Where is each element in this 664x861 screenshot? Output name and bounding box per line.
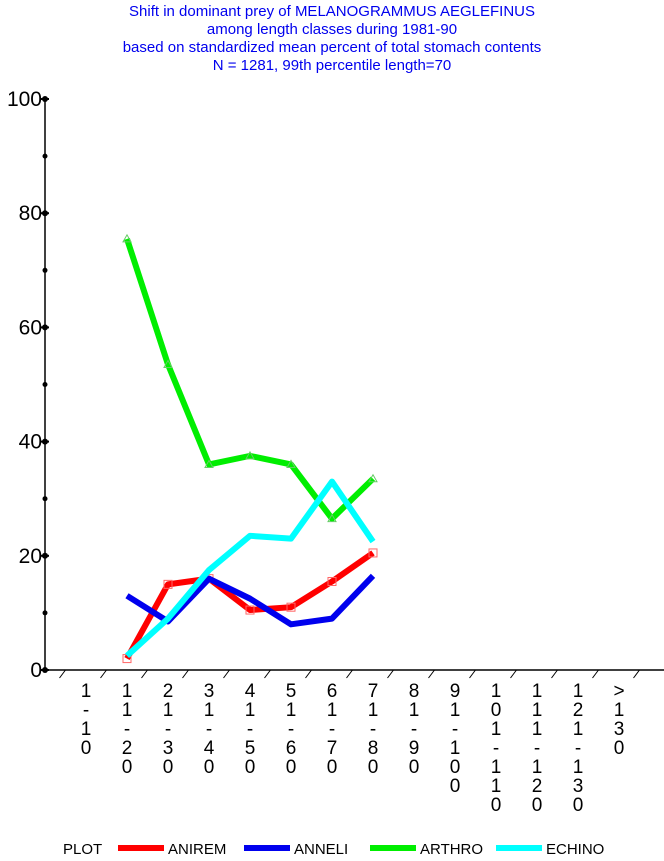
legend: PLOT ANIREM ANNELI ARTHRO ECHINO	[63, 841, 604, 858]
y-tick-label: 40	[19, 431, 42, 454]
series-lines	[122, 233, 378, 664]
y-tick-dot	[42, 324, 48, 331]
data-point-arthro	[368, 473, 378, 483]
data-point-arthro	[122, 233, 132, 243]
x-tick-mark	[182, 669, 189, 679]
y-minor-tick	[42, 382, 48, 387]
series-line-arthro	[124, 237, 376, 522]
x-tick-label: 1 2 1 -1 3 0	[573, 681, 584, 816]
x-tick-mark	[387, 669, 394, 679]
series-line-echino	[124, 478, 376, 658]
series-echino	[124, 478, 376, 658]
y-tick-dot	[42, 552, 48, 559]
series-line-anirem	[124, 550, 375, 661]
legend-label: ANNELI	[294, 841, 348, 858]
y-minor-tick	[42, 610, 48, 616]
x-tick-mark	[428, 669, 435, 679]
x-tick-label: 8 1 -9 0	[409, 681, 420, 778]
data-point-anirem	[245, 605, 255, 615]
x-tick-label: 1 1 -2 0	[122, 681, 133, 778]
y-tick-label: 0	[30, 659, 42, 682]
x-tick-label: 1 0 1 -1 1 0	[491, 681, 502, 816]
legend-item-anneli: ANNELI	[244, 841, 348, 858]
x-tick-label: 6 1 -7 0	[327, 681, 338, 778]
data-point-anirem	[327, 576, 337, 586]
y-minor-tick	[42, 496, 48, 502]
x-tick-mark	[305, 669, 312, 679]
x-tick-mark	[469, 669, 476, 679]
x-tick-mark	[264, 669, 271, 679]
data-point-anirem	[286, 602, 296, 612]
x-tick-mark	[223, 669, 230, 679]
legend-item-arthro: ARTHRO	[370, 841, 483, 858]
series-arthro	[122, 233, 378, 523]
y-tick-label: 100	[7, 88, 42, 111]
legend-title: PLOT	[63, 841, 102, 858]
legend-item-echino: ECHINO	[496, 841, 604, 858]
y-tick-label: 20	[19, 545, 42, 568]
data-point-arthro	[204, 459, 214, 468]
x-tick-label: 5 1 -6 0	[286, 681, 297, 778]
x-tick-mark	[141, 669, 148, 679]
x-tick-mark	[59, 669, 66, 679]
data-point-arthro	[286, 459, 296, 468]
data-point-anirem	[163, 579, 173, 589]
y-tick-dot	[42, 96, 48, 102]
title-line-2: among length classes during 1981-90	[207, 21, 457, 38]
x-tick-mark	[510, 669, 517, 679]
x-tick-mark	[592, 669, 599, 679]
data-point-anirem	[368, 548, 378, 558]
y-minor-tick	[42, 267, 48, 273]
series-anirem	[122, 548, 378, 664]
data-point-arthro	[245, 450, 255, 460]
y-tick-label: 60	[19, 316, 42, 339]
x-tick-label: 9 1 -1 0 0	[450, 681, 461, 797]
y-tick-dot	[42, 667, 48, 673]
legend-item-anirem: ANIREM	[118, 841, 226, 858]
x-tick-label: 4 1 -5 0	[245, 681, 256, 778]
title-line-4: N = 1281, 99th percentile length=70	[213, 57, 452, 74]
data-point-arthro	[327, 513, 337, 523]
legend-label: ANIREM	[168, 841, 226, 858]
x-tick-mark	[551, 669, 558, 679]
y-minor-tick	[42, 153, 48, 159]
y-tick-dot	[42, 438, 48, 445]
legend-label: ARTHRO	[420, 841, 483, 858]
title-line-3: based on standardized mean percent of to…	[123, 39, 542, 56]
x-tick-label: 3 1 -4 0	[204, 681, 215, 778]
x-tick-label: 2 1 -3 0	[163, 681, 174, 778]
x-tick-label: >1 3 0	[613, 681, 624, 759]
x-tick-mark	[100, 669, 107, 679]
x-tick-label: 1 -1 0	[81, 681, 92, 759]
chart-title: Shift in dominant prey of MELANOGRAMMUS …	[123, 3, 542, 74]
x-tick-mark	[633, 669, 640, 679]
y-tick-dot	[42, 210, 48, 217]
axes: 0 20 40 60 80 100 1 -1 0 1 1 -2 0 2 1 -3 0 3 1 -4 0 4 1 -5 0 5 1 -6…	[7, 88, 664, 816]
y-tick-label: 80	[19, 202, 42, 225]
x-tick-label: 1 1 1 -1 2 0	[532, 681, 543, 816]
x-tick-label: 7 1 -8 0	[368, 681, 379, 778]
x-tick-mark	[346, 669, 353, 679]
title-line-1: Shift in dominant prey of MELANOGRAMMUS …	[129, 3, 535, 20]
data-point-arthro	[163, 359, 173, 369]
legend-label: ECHINO	[546, 841, 604, 858]
